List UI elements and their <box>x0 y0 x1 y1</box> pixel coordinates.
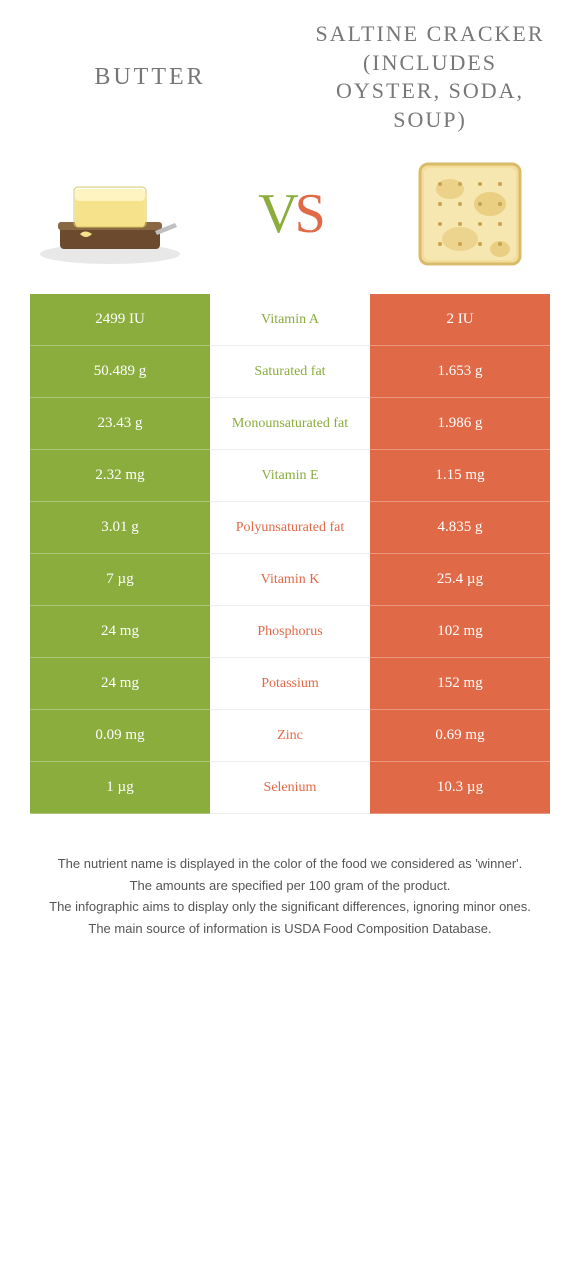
nutrient-label: Polyunsaturated fat <box>210 502 370 554</box>
footer-line-4: The main source of information is USDA F… <box>40 919 540 939</box>
right-value: 102 mg <box>370 606 550 658</box>
right-value: 0.69 mg <box>370 710 550 762</box>
images-row: VS <box>0 144 580 294</box>
right-value: 4.835 g <box>370 502 550 554</box>
left-value: 24 mg <box>30 658 210 710</box>
nutrient-label: Potassium <box>210 658 370 710</box>
left-value: 2.32 mg <box>30 450 210 502</box>
left-value: 1 µg <box>30 762 210 814</box>
nutrient-row: 1 µgSelenium10.3 µg <box>30 762 550 814</box>
nutrient-label: Saturated fat <box>210 346 370 398</box>
nutrient-row: 0.09 mgZinc0.69 mg <box>30 710 550 762</box>
nutrient-row: 23.43 gMonounsaturated fat1.986 g <box>30 398 550 450</box>
left-value: 50.489 g <box>30 346 210 398</box>
vs-v: V <box>258 182 294 246</box>
nutrient-row: 50.489 gSaturated fat1.653 g <box>30 346 550 398</box>
nutrient-label: Vitamin E <box>210 450 370 502</box>
right-value: 152 mg <box>370 658 550 710</box>
nutrient-row: 3.01 gPolyunsaturated fat4.835 g <box>30 502 550 554</box>
nutrient-label: Monounsaturated fat <box>210 398 370 450</box>
right-value: 1.986 g <box>370 398 550 450</box>
left-value: 7 µg <box>30 554 210 606</box>
left-food-title: BUTTER <box>30 62 270 93</box>
nutrient-row: 2499 IUVitamin A2 IU <box>30 294 550 346</box>
nutrient-row: 24 mgPhosphorus102 mg <box>30 606 550 658</box>
nutrient-row: 7 µgVitamin K25.4 µg <box>30 554 550 606</box>
header-titles: BUTTER SALTINE CRACKER (INCLUDES OYSTER,… <box>0 0 580 144</box>
right-value: 1.15 mg <box>370 450 550 502</box>
right-value: 2 IU <box>370 294 550 346</box>
left-value: 23.43 g <box>30 398 210 450</box>
left-value: 0.09 mg <box>30 710 210 762</box>
nutrient-row: 2.32 mgVitamin E1.15 mg <box>30 450 550 502</box>
right-value: 25.4 µg <box>370 554 550 606</box>
nutrient-label: Phosphorus <box>210 606 370 658</box>
left-value: 24 mg <box>30 606 210 658</box>
nutrient-table: 2499 IUVitamin A2 IU50.489 gSaturated fa… <box>30 294 550 814</box>
footer-line-3: The infographic aims to display only the… <box>40 897 540 917</box>
right-value: 10.3 µg <box>370 762 550 814</box>
footer-line-2: The amounts are specified per 100 gram o… <box>40 876 540 896</box>
cracker-image <box>390 154 550 274</box>
nutrient-label: Selenium <box>210 762 370 814</box>
left-value: 3.01 g <box>30 502 210 554</box>
footer-notes: The nutrient name is displayed in the co… <box>0 814 580 970</box>
right-food-title: SALTINE CRACKER (INCLUDES OYSTER, SODA, … <box>310 20 550 134</box>
nutrient-label: Zinc <box>210 710 370 762</box>
nutrient-label: Vitamin K <box>210 554 370 606</box>
nutrient-row: 24 mgPotassium152 mg <box>30 658 550 710</box>
right-value: 1.653 g <box>370 346 550 398</box>
vs-label: VS <box>258 182 322 246</box>
left-value: 2499 IU <box>30 294 210 346</box>
footer-line-1: The nutrient name is displayed in the co… <box>40 854 540 874</box>
infographic-container: BUTTER SALTINE CRACKER (INCLUDES OYSTER,… <box>0 0 580 970</box>
nutrient-label: Vitamin A <box>210 294 370 346</box>
vs-s: S <box>295 182 322 246</box>
butter-image <box>30 154 190 274</box>
